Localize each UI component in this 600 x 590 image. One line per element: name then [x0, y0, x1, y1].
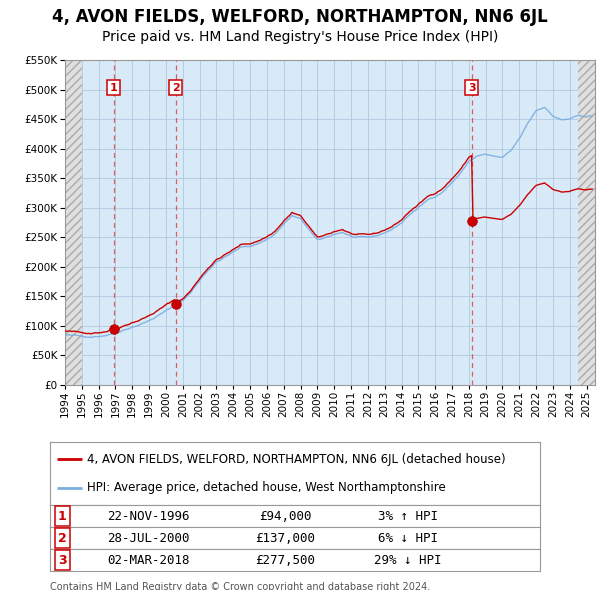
Bar [578, 60, 595, 385]
Text: 22-NOV-1996: 22-NOV-1996 [107, 510, 189, 523]
Bar [65, 60, 82, 385]
Text: 02-MAR-2018: 02-MAR-2018 [107, 553, 189, 566]
Text: Price paid vs. HM Land Registry's House Price Index (HPI): Price paid vs. HM Land Registry's House … [102, 30, 498, 44]
Text: 2: 2 [58, 532, 67, 545]
Text: 4, AVON FIELDS, WELFORD, NORTHAMPTON, NN6 6JL: 4, AVON FIELDS, WELFORD, NORTHAMPTON, NN… [52, 8, 548, 26]
Text: 1: 1 [58, 510, 67, 523]
Text: 29% ↓ HPI: 29% ↓ HPI [374, 553, 442, 566]
Text: 1: 1 [110, 83, 118, 93]
Text: 6% ↓ HPI: 6% ↓ HPI [378, 532, 438, 545]
Text: 28-JUL-2000: 28-JUL-2000 [107, 532, 189, 545]
Text: 2: 2 [172, 83, 179, 93]
Text: £277,500: £277,500 [255, 553, 315, 566]
Text: £94,000: £94,000 [259, 510, 311, 523]
Text: Contains HM Land Registry data © Crown copyright and database right 2024.
This d: Contains HM Land Registry data © Crown c… [50, 582, 430, 590]
Text: 4, AVON FIELDS, WELFORD, NORTHAMPTON, NN6 6JL (detached house): 4, AVON FIELDS, WELFORD, NORTHAMPTON, NN… [87, 453, 505, 466]
Text: £137,000: £137,000 [255, 532, 315, 545]
Text: 3% ↑ HPI: 3% ↑ HPI [378, 510, 438, 523]
Text: HPI: Average price, detached house, West Northamptonshire: HPI: Average price, detached house, West… [87, 481, 445, 494]
Text: 3: 3 [58, 553, 67, 566]
Text: 3: 3 [468, 83, 475, 93]
